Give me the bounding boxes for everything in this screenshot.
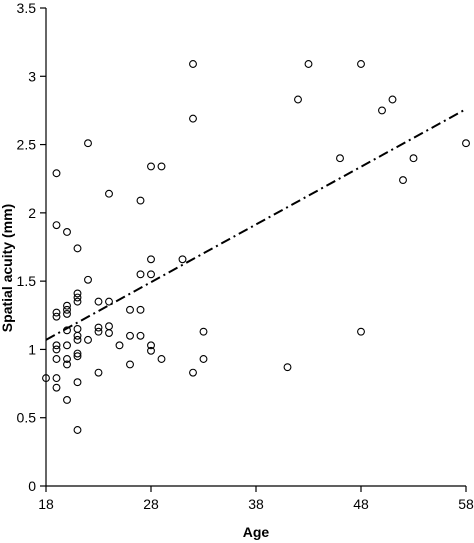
data-point bbox=[63, 360, 71, 369]
x-tick-label: 28 bbox=[143, 496, 159, 512]
data-point bbox=[73, 331, 82, 340]
data-point bbox=[63, 396, 71, 404]
data-point bbox=[63, 341, 71, 350]
data-point bbox=[94, 297, 103, 306]
data-point bbox=[126, 331, 134, 340]
data-point bbox=[189, 60, 197, 68]
x-tick-label: 38 bbox=[248, 496, 264, 512]
y-tick-label: 0 bbox=[28, 478, 36, 494]
x-tick-label: 18 bbox=[38, 496, 54, 512]
data-point bbox=[388, 95, 397, 104]
data-point bbox=[462, 139, 470, 148]
data-point bbox=[63, 301, 71, 310]
x-axis-ticks: 18 28 38 48 58 bbox=[38, 486, 474, 512]
data-point bbox=[52, 341, 61, 350]
data-point bbox=[73, 349, 82, 358]
data-point bbox=[52, 383, 61, 392]
data-point bbox=[63, 326, 71, 335]
data-point bbox=[73, 426, 82, 434]
data-point bbox=[147, 346, 155, 355]
data-point bbox=[52, 169, 61, 178]
data-point bbox=[63, 305, 71, 314]
data-point bbox=[409, 154, 418, 163]
data-point bbox=[84, 335, 92, 344]
data-point bbox=[63, 355, 71, 363]
x-tick-label: 58 bbox=[458, 496, 474, 512]
data-point bbox=[136, 196, 145, 205]
y-tick-label: 1 bbox=[28, 341, 36, 357]
data-point bbox=[84, 275, 92, 284]
y-axis-title: Spatial acuity (mm) bbox=[0, 204, 15, 332]
data-point bbox=[147, 255, 155, 264]
data-point bbox=[157, 162, 166, 171]
data-point bbox=[73, 297, 82, 306]
data-point bbox=[147, 270, 155, 279]
x-tick-label: 48 bbox=[353, 496, 369, 512]
data-point bbox=[336, 154, 344, 163]
data-point bbox=[94, 327, 103, 336]
data-points bbox=[42, 60, 470, 434]
data-point bbox=[52, 355, 61, 363]
data-point bbox=[63, 228, 71, 236]
data-point bbox=[294, 95, 302, 104]
data-point bbox=[73, 289, 82, 298]
data-point bbox=[73, 293, 82, 302]
data-point bbox=[94, 323, 103, 332]
data-point bbox=[52, 312, 61, 321]
data-point bbox=[73, 352, 82, 361]
data-point bbox=[378, 106, 386, 115]
data-point bbox=[199, 355, 208, 363]
data-point bbox=[283, 363, 292, 372]
data-point bbox=[105, 329, 113, 337]
data-point bbox=[126, 360, 134, 369]
data-point bbox=[42, 374, 50, 383]
data-point bbox=[147, 341, 155, 350]
data-point bbox=[94, 368, 103, 377]
y-tick-label: 2 bbox=[28, 205, 36, 221]
data-point bbox=[73, 335, 82, 344]
data-point bbox=[199, 327, 208, 336]
data-point bbox=[73, 244, 82, 253]
y-tick-label: 1.5 bbox=[17, 273, 37, 289]
data-point bbox=[178, 255, 187, 264]
data-point bbox=[147, 162, 155, 171]
data-point bbox=[126, 305, 134, 314]
data-point bbox=[52, 374, 61, 383]
data-point bbox=[136, 270, 145, 279]
data-point bbox=[105, 189, 113, 198]
data-point bbox=[52, 308, 61, 317]
data-point bbox=[399, 176, 407, 185]
data-point bbox=[189, 114, 197, 123]
y-tick-label: 0.5 bbox=[17, 410, 37, 426]
data-point bbox=[157, 355, 166, 363]
y-axis-ticks: 0 0.5 1 1.5 2 2.5 3 3.5 bbox=[17, 0, 46, 494]
data-point bbox=[304, 60, 313, 68]
data-point bbox=[357, 327, 365, 336]
y-tick-label: 3 bbox=[28, 68, 36, 84]
data-point bbox=[189, 368, 197, 377]
data-point bbox=[52, 345, 61, 354]
data-point bbox=[105, 297, 113, 306]
y-tick-label: 2.5 bbox=[17, 137, 37, 153]
data-point bbox=[52, 221, 61, 230]
y-tick-label: 3.5 bbox=[17, 0, 37, 16]
x-axis-title: Age bbox=[243, 524, 270, 540]
data-point bbox=[105, 322, 113, 331]
data-point bbox=[115, 341, 124, 350]
data-point bbox=[357, 60, 365, 68]
data-point bbox=[84, 139, 92, 148]
data-point bbox=[136, 331, 145, 340]
data-point bbox=[63, 309, 71, 318]
data-point bbox=[73, 324, 82, 333]
data-point bbox=[73, 378, 82, 387]
data-point bbox=[136, 305, 145, 314]
